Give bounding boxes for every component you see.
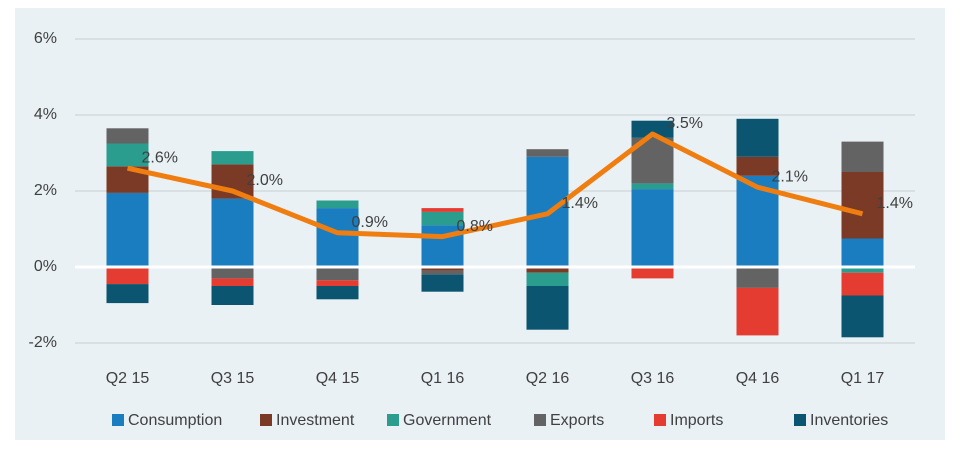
data-label: 1.4% [562,195,598,212]
data-label: 2.6% [142,149,178,166]
bar-segment [421,270,464,275]
bar-segment [316,208,359,267]
bar-segment [421,267,464,271]
bar-segment [316,200,359,209]
bar-segment [526,272,569,286]
y-tick-label: -2% [29,334,57,351]
bar-segment [841,172,884,239]
legend-label: Exports [550,412,604,429]
bar-segment [421,274,464,292]
line [126,131,864,240]
bar-segment [421,208,464,212]
legend-label: Imports [670,412,723,429]
legend-swatch [260,414,272,426]
x-tick-label: Q2 16 [526,370,570,387]
y-tick-label: 2% [34,182,57,199]
bar-segment [526,149,569,157]
y-tick-label: 4% [34,106,57,123]
bar-segment [526,267,569,273]
bar-segment [736,156,779,176]
legend-swatch [534,414,546,426]
bar-segment [106,267,149,285]
data-label: 2.0% [247,172,283,189]
y-tick-label: 6% [34,30,57,47]
legend-label: Government [403,412,492,429]
x-tick-label: Q1 17 [841,370,885,387]
legend-label: Inventories [810,412,888,429]
bar-segment [106,143,149,167]
legend-swatch [112,414,124,426]
bar-segment [841,272,884,296]
bar-segment [316,280,359,286]
data-label: 3.5% [667,115,703,132]
bar-segment [106,128,149,144]
bar-segment [841,267,884,273]
bar-segment [316,286,359,300]
y-tick-label: 0% [34,258,57,275]
bar-segment [316,267,359,281]
bar-segment [631,189,674,267]
x-tick-label: Q4 15 [316,370,360,387]
x-tick-label: Q4 16 [736,370,780,387]
bar-segment [211,198,254,267]
x-tick-label: Q3 16 [631,370,675,387]
x-tick-label: Q3 15 [211,370,255,387]
x-tick-label: Q1 16 [421,370,465,387]
legend-swatch [794,414,806,426]
legend-swatch [654,414,666,426]
bar-segment [736,267,779,288]
data-label: 0.8% [457,218,493,235]
bar-segment [736,287,779,336]
bar-segment [106,284,149,304]
data-label: 1.4% [877,195,913,212]
x-tick-label: Q2 15 [106,370,150,387]
bar-segment [841,295,884,338]
bar-segment [631,267,674,279]
legend-label: Consumption [128,412,222,429]
legend-swatch [387,414,399,426]
bar-segment [106,192,149,267]
bar-segment [211,151,254,165]
bar-segment [841,141,884,172]
bar-segment [631,183,674,190]
bar-segment [211,286,254,305]
bar-segment [526,286,569,330]
bar-segment [841,238,884,267]
bar-segment [211,267,254,279]
data-label: 2.1% [772,168,808,185]
legend-label: Investment [276,412,355,429]
bar-segment [736,118,779,157]
data-label: 0.9% [352,214,388,231]
chart-background [15,8,945,440]
bar-segment [631,120,674,138]
bar-segment [421,211,464,226]
bar-segment [211,278,254,286]
